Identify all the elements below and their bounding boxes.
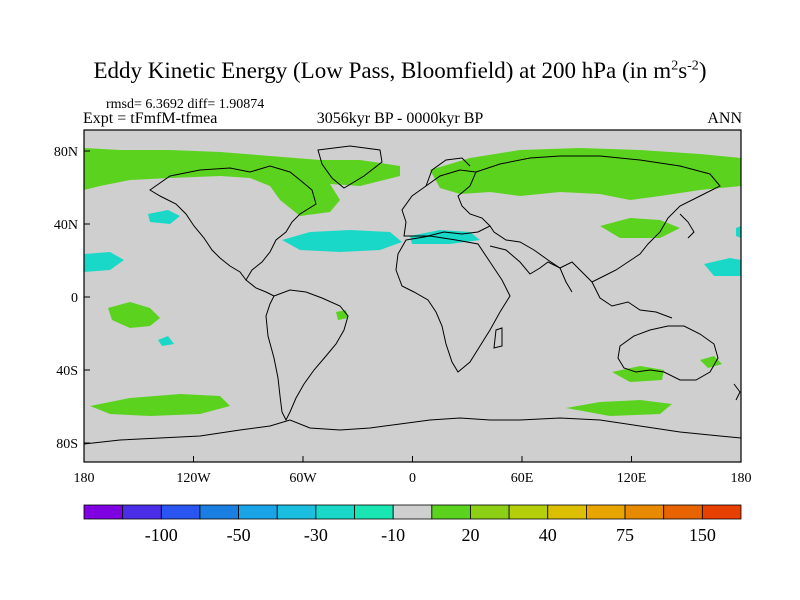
coastlines — [83, 145, 742, 445]
colorbar-swatch — [701, 504, 742, 520]
colorbar-swatch — [238, 504, 278, 520]
title-sup-2: -2 — [687, 58, 699, 74]
title-main: Eddy Kinetic Energy (Low Pass, Bloomfiel… — [93, 58, 672, 83]
colorbar-swatch — [508, 504, 549, 520]
map-title: Eddy Kinetic Energy (Low Pass, Bloomfiel… — [0, 58, 800, 84]
patch-south-pacific-cyan — [158, 336, 174, 346]
colorbar-swatch — [199, 504, 239, 520]
patch-east-pacific-cyan — [84, 252, 124, 272]
coast-new-zealand — [733, 383, 741, 401]
experiment-label: Expt = tFmfM-tfmea — [83, 110, 218, 127]
patch-australia-east — [700, 356, 722, 368]
colorbar-swatch — [624, 504, 665, 520]
lat-tick-label: 80N — [54, 145, 78, 160]
coast-europe — [401, 169, 491, 237]
map-panel: 180 120W 60W 0 60E 120E 180 80N 40N 0 40S 80S — [54, 129, 752, 486]
coast-central-america — [245, 279, 275, 297]
lon-tick-label: 0 — [409, 471, 416, 486]
coast-asia — [475, 155, 721, 283]
lon-tick-label: 180 — [731, 471, 752, 486]
coast-africa — [395, 235, 511, 373]
coast-japan — [679, 213, 695, 239]
positive-anomaly-patches — [84, 148, 741, 416]
colorbar-swatch — [392, 504, 433, 520]
patch-southern-ocean-pacific — [90, 394, 230, 416]
coast-south-america — [265, 289, 349, 422]
colorbar-swatch — [354, 504, 394, 520]
coast-scandinavia — [425, 157, 471, 187]
colorbar-label: 75 — [616, 525, 634, 545]
colorbar-swatch — [122, 504, 162, 520]
colorbar-swatch — [276, 504, 317, 520]
colorbar-swatch — [83, 504, 124, 520]
patch-west-pacific — [600, 218, 680, 238]
stats-label: rmsd= 6.3692 diff= 1.90874 — [106, 97, 265, 112]
longitude-axis: 180 120W 60W 0 60E 120E 180 — [74, 456, 752, 486]
latitude-axis: 80N 40N 0 40S 80S — [54, 145, 90, 452]
colorbar-label: -30 — [304, 525, 328, 545]
period-label: 3056kyr BP - 0000kyr BP — [316, 110, 484, 127]
coast-north-america — [149, 165, 317, 281]
colorbar-swatch — [547, 504, 587, 520]
coast-antarctica — [83, 417, 742, 445]
coast-southeast-asia — [591, 281, 673, 319]
lon-tick-label: 120W — [176, 471, 211, 486]
lat-tick-label: 80S — [56, 437, 78, 452]
lat-tick-label: 40S — [56, 364, 78, 379]
lon-tick-label: 180 — [74, 471, 95, 486]
title-mid: s — [678, 58, 688, 83]
colorbar-swatch — [470, 504, 510, 520]
patch-north-pacific-america — [84, 148, 400, 216]
colorbar-label: 40 — [539, 525, 557, 545]
patch-north-atlantic-cyan — [282, 230, 402, 252]
coast-madagascar — [493, 327, 503, 349]
colorbar-swatch — [586, 504, 626, 520]
season-label: ANN — [707, 110, 742, 127]
colorbar-label: -10 — [381, 525, 405, 545]
lon-tick-label: 60W — [289, 471, 317, 486]
colorbar-swatch — [663, 504, 703, 520]
colorbar: -100 -50 -30 -10 20 40 75 150 — [83, 504, 742, 545]
coast-australia — [617, 325, 719, 381]
colorbar-swatch — [160, 504, 201, 520]
patch-north-pacific-cyan — [148, 210, 180, 224]
patch-north-eurasia — [430, 148, 741, 200]
lat-tick-label: 40N — [54, 218, 78, 233]
lon-tick-label: 120E — [617, 471, 647, 486]
coast-greenland — [317, 145, 383, 189]
patch-central-pacific-cyan — [704, 258, 741, 276]
lat-tick-label: 0 — [71, 291, 78, 306]
patch-southern-ocean-indian — [566, 400, 672, 416]
colorbar-swatch — [431, 504, 471, 520]
lon-tick-label: 60E — [511, 471, 534, 486]
colorbar-label: -100 — [145, 525, 178, 545]
title-sup-1: 2 — [671, 58, 679, 74]
colorbar-label: 150 — [689, 525, 716, 545]
title-close: ) — [698, 58, 707, 83]
patch-south-pacific — [108, 302, 160, 328]
colorbar-swatch — [315, 504, 355, 520]
colorbar-label: 20 — [461, 525, 479, 545]
colorbar-label: -50 — [227, 525, 251, 545]
patch-tasman-cyan — [736, 226, 741, 238]
coast-arabia-india — [489, 245, 573, 293]
